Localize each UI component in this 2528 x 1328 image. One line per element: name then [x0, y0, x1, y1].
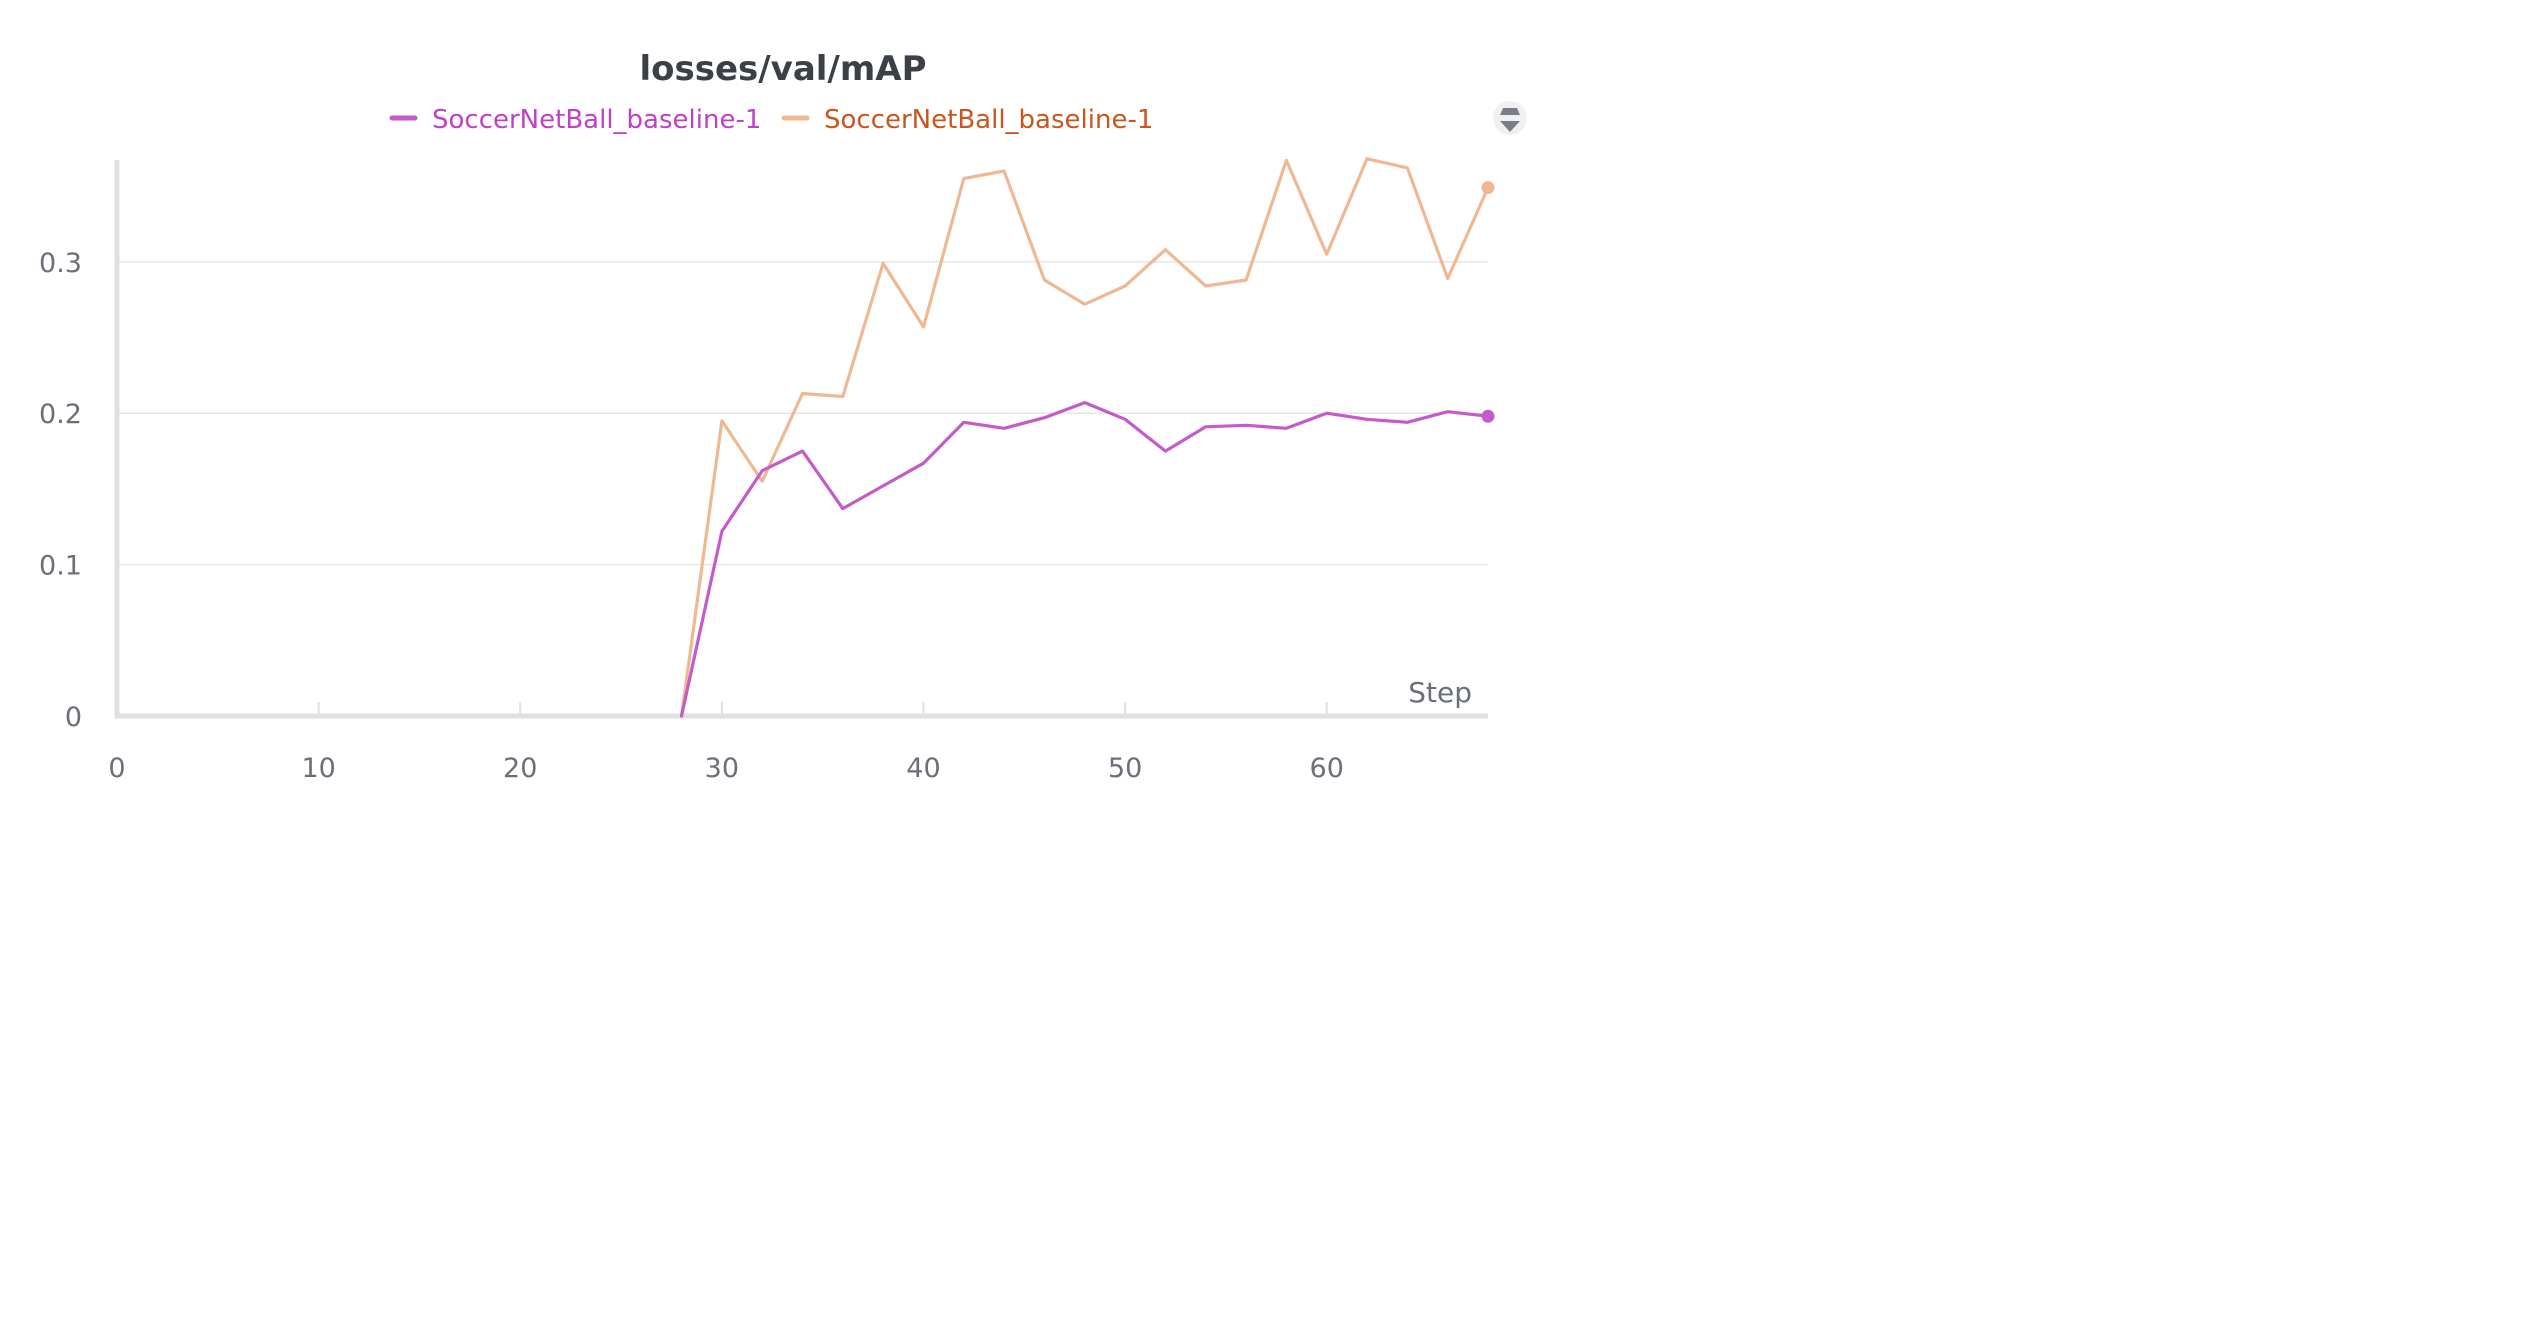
series-line-0: [679, 401, 1490, 718]
series-group: [679, 157, 1495, 718]
y-tick-label-0: 0: [65, 702, 82, 733]
x-tick-label-0: 0: [108, 753, 125, 784]
x-tick-label-1: 10: [301, 753, 335, 784]
x-axis-ticks: 0 10 20 30 40 50 60: [108, 702, 1344, 784]
x-tick-label-5: 50: [1108, 753, 1142, 784]
series-line-1: [679, 157, 1490, 718]
legend-item-0[interactable]: SoccerNetBall_baseline-1: [389, 105, 761, 135]
y-axis-ticks: 0 0.1 0.2 0.3: [39, 248, 82, 733]
series-end-point-1: [1481, 181, 1495, 195]
grid-lines: [117, 261, 1488, 566]
chart-svg: losses/val/mAP SoccerNetBall_baseline-1 S…: [39, 49, 1527, 784]
x-tick-label-3: 30: [705, 753, 739, 784]
y-tick-label-3: 0.3: [39, 248, 82, 279]
chart-title: losses/val/mAP: [639, 49, 926, 89]
series-end-point-0: [1481, 409, 1495, 423]
x-tick-label-2: 20: [503, 753, 537, 784]
legend-toggle-icon[interactable]: [1493, 101, 1527, 135]
x-axis-title: Step: [1408, 676, 1472, 709]
legend-label-0: SoccerNetBall_baseline-1: [432, 105, 761, 135]
legend[interactable]: SoccerNetBall_baseline-1 SoccerNetBall_ba…: [389, 105, 1153, 135]
chart-panel: losses/val/mAP SoccerNetBall_baseline-1 S…: [0, 0, 1549, 815]
y-tick-label-1: 0.1: [39, 551, 82, 582]
legend-label-1: SoccerNetBall_baseline-1: [824, 105, 1153, 135]
legend-item-1[interactable]: SoccerNetBall_baseline-1: [781, 105, 1153, 135]
x-tick-label-6: 60: [1310, 753, 1344, 784]
x-tick-label-4: 40: [906, 753, 940, 784]
axes: [114, 160, 1488, 719]
y-tick-label-2: 0.2: [39, 399, 82, 430]
